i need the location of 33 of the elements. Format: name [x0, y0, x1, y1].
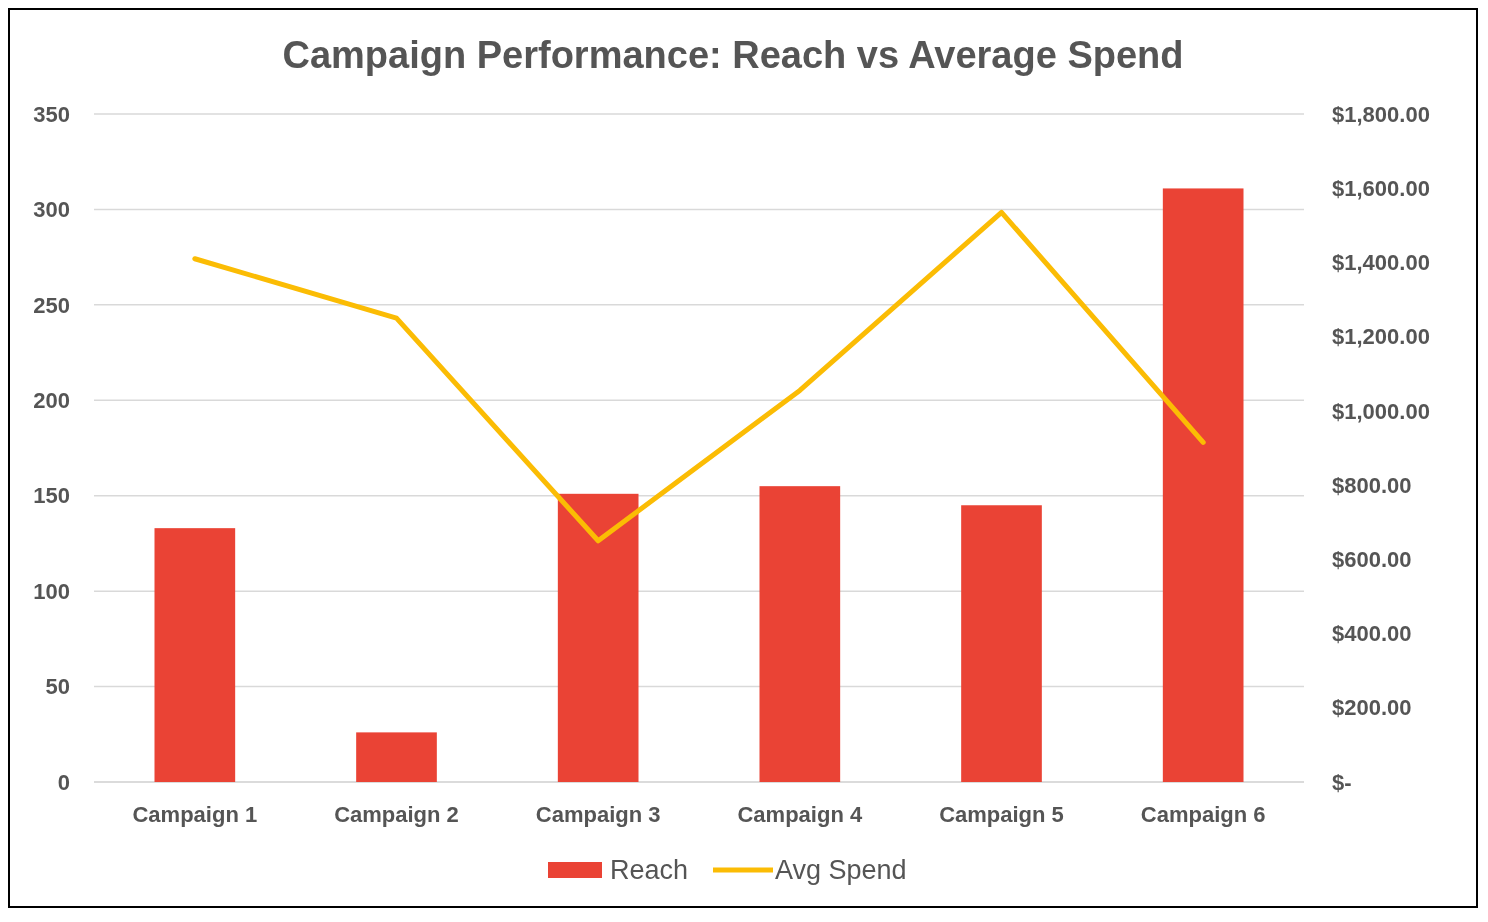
bar — [557, 493, 639, 782]
bar — [1162, 188, 1244, 782]
y2-tick-label: $1,400.00 — [1332, 250, 1430, 276]
y2-tick-label: $1,000.00 — [1332, 398, 1430, 424]
y2-tick-label: $1,200.00 — [1332, 324, 1430, 350]
x-tick-label: Campaign 2 — [334, 802, 459, 827]
y-tick-label: 150 — [33, 483, 70, 509]
bar — [759, 486, 841, 782]
y-tick-label: 250 — [33, 292, 70, 318]
x-tick-label: Campaign 5 — [939, 802, 1064, 827]
y-tick-label: 300 — [33, 197, 70, 223]
y2-tick-label: $400.00 — [1332, 621, 1412, 647]
y-tick-label: 100 — [33, 578, 70, 604]
y2-tick-label: $200.00 — [1332, 695, 1412, 721]
y2-tick-label: $- — [1332, 769, 1352, 795]
y-tick-label: 50 — [45, 674, 70, 700]
x-tick-label: Campaign 6 — [1140, 802, 1266, 827]
x-tick-label: Campaign 4 — [737, 802, 863, 827]
y-tick-label: 350 — [33, 101, 70, 127]
legend-label: Reach — [610, 855, 689, 886]
y2-tick-label: $600.00 — [1332, 547, 1412, 573]
legend-label: Avg Spend — [775, 855, 907, 886]
y2-tick-label: $800.00 — [1332, 472, 1412, 498]
y-tick-label: 0 — [57, 769, 70, 795]
x-tick-label: Campaign 1 — [132, 802, 258, 827]
bar — [961, 505, 1042, 782]
y2-tick-label: $1,600.00 — [1332, 175, 1430, 201]
bar — [154, 528, 236, 782]
x-tick-label: Campaign 3 — [535, 802, 661, 827]
y2-tick-label: $1,800.00 — [1332, 101, 1430, 127]
y-tick-label: 200 — [33, 387, 70, 413]
chart-title: Campaign Performance: Reach vs Average Spend — [282, 34, 1184, 76]
bar — [356, 732, 437, 782]
